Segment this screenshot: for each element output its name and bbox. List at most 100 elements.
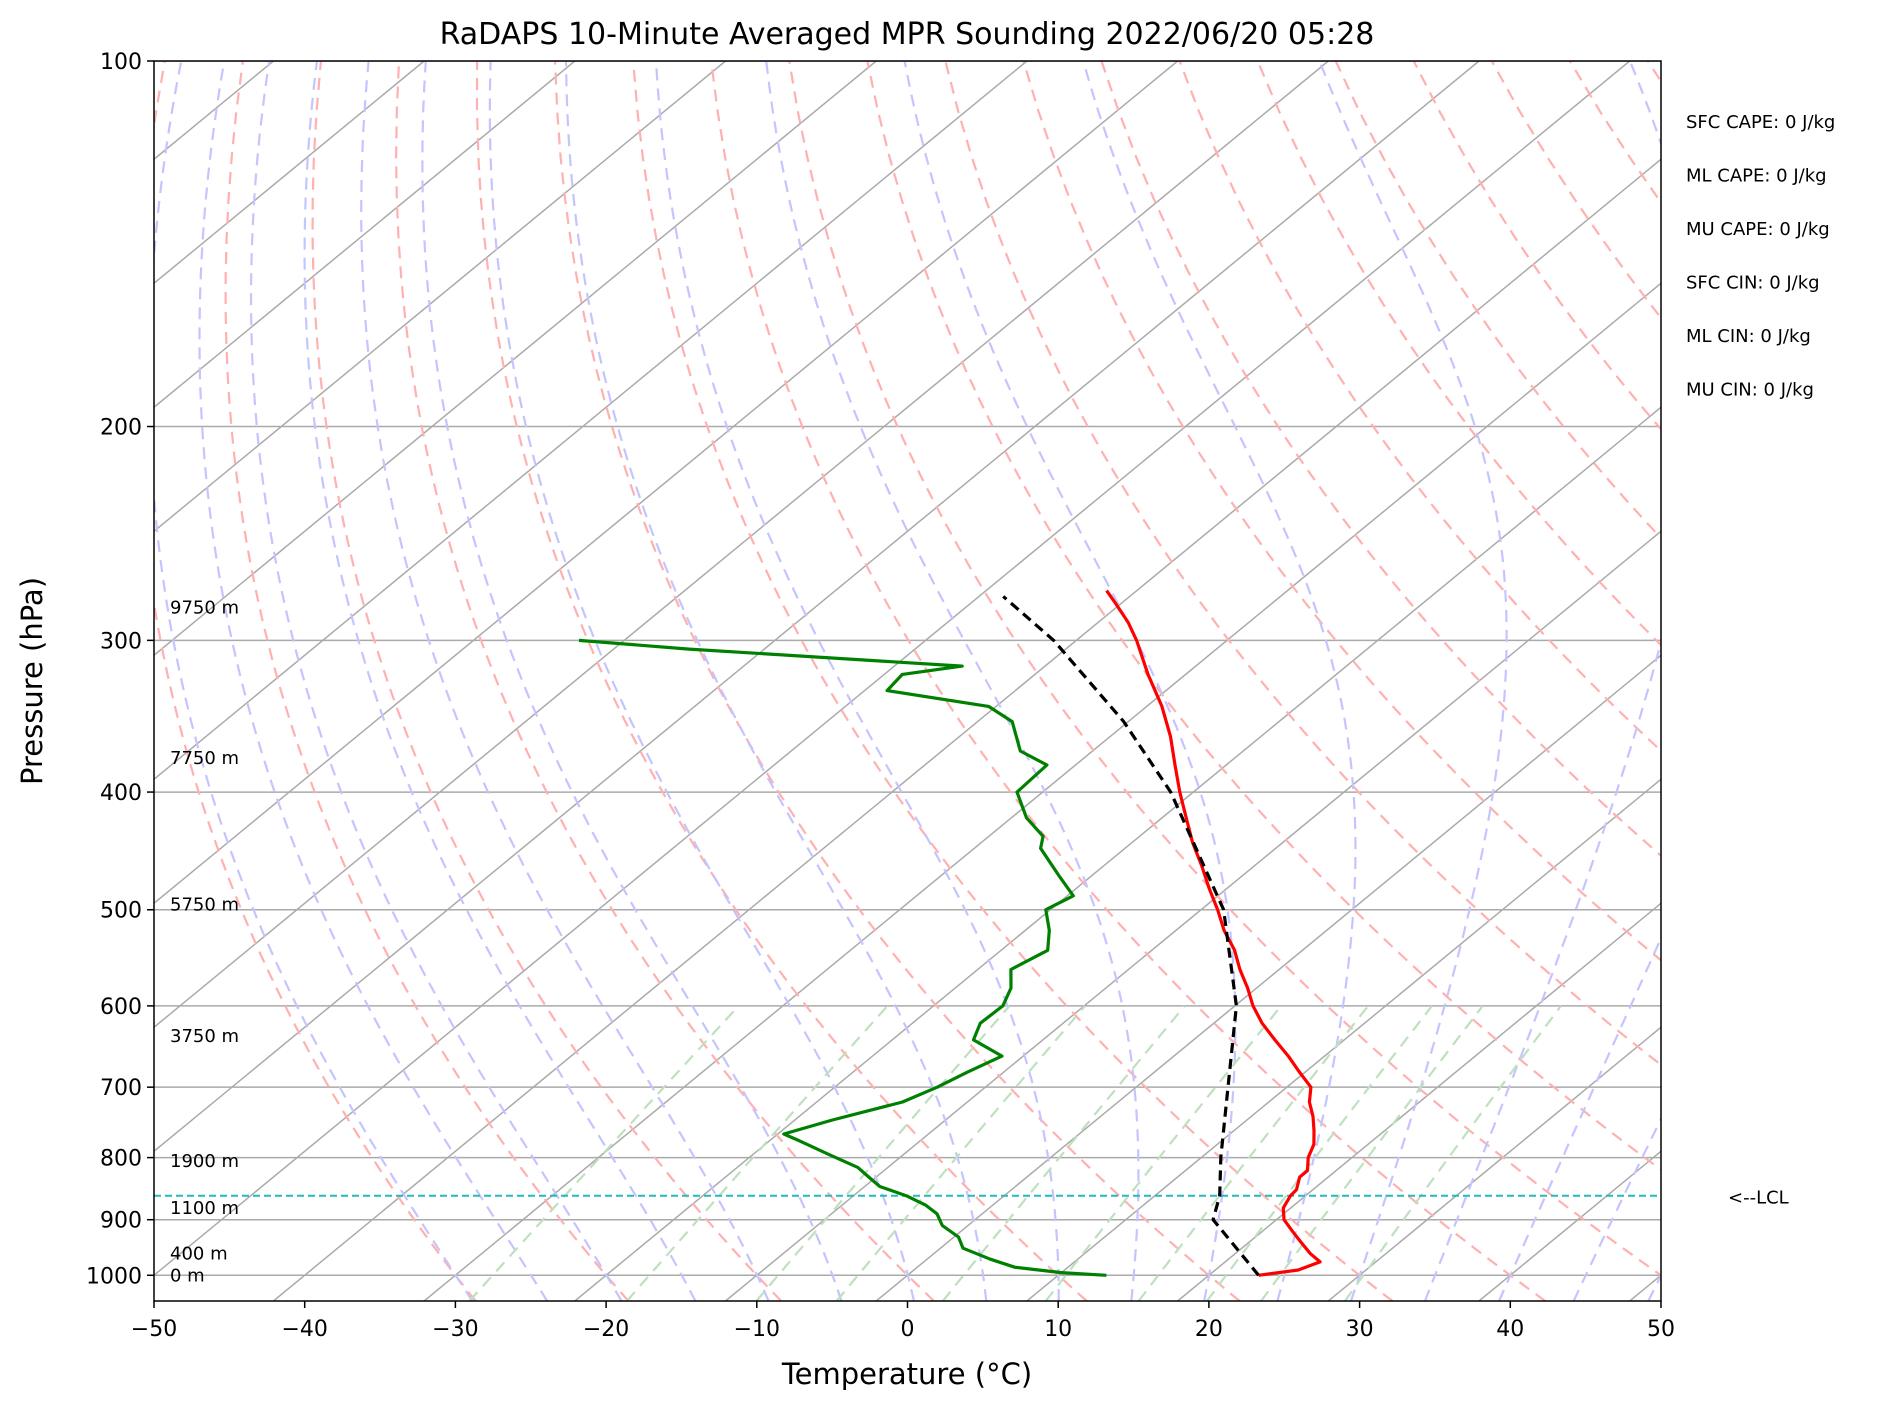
sounding-lines <box>154 589 1661 1277</box>
x-tick-label: 10 <box>1044 1317 1072 1342</box>
isotherm-line <box>1026 778 1661 1301</box>
isotherm-line <box>154 61 1028 781</box>
stability-indices: SFC CAPE: 0 J/kg ML CAPE: 0 J/kg MU CAPE: … <box>1686 112 1835 401</box>
dry-adiabat-line <box>944 61 1661 1067</box>
moist-adiabat-line <box>564 61 988 1301</box>
moist-adiabat-line <box>1498 935 1661 1301</box>
height-label: 400 m <box>170 1244 228 1265</box>
moist-adiabat-line <box>1647 1272 1661 1301</box>
x-tick-label: −30 <box>432 1317 478 1342</box>
moist-adiabat-line <box>1082 61 1357 1301</box>
dry-adiabat-line <box>1412 61 1661 431</box>
moist-adiabat-line <box>303 61 697 1301</box>
height-label: 7750 m <box>170 748 239 769</box>
dry-adiabat-line <box>866 61 1661 1172</box>
isotherm-line <box>1327 1026 1661 1301</box>
y-tick-label: 700 <box>100 1076 142 1101</box>
dry-adiabat-line <box>1490 61 1661 320</box>
mixing-ratio-line <box>755 1005 1011 1301</box>
mixing-ratio-line <box>835 1005 1086 1301</box>
x-tick-label: 20 <box>1195 1317 1223 1342</box>
dry-adiabat-line <box>554 61 1241 1301</box>
moist-adiabat-line <box>654 61 1060 1301</box>
isotherm-line <box>154 61 425 285</box>
isotherm-line <box>154 61 1480 1153</box>
y-tick-label: 500 <box>100 899 142 924</box>
dry-adiabat-line <box>394 61 935 1301</box>
chart-title: RaDAPS 10-Minute Averaged MPR Sounding 2… <box>440 17 1375 52</box>
height-label: 3750 m <box>170 1026 239 1047</box>
mixing-ratio-line <box>468 1005 740 1301</box>
dry-adiabat-line <box>710 61 1546 1301</box>
y-tick-label: 900 <box>100 1209 142 1234</box>
y-tick-label: 800 <box>100 1147 142 1172</box>
dry-adiabat-line <box>1726 61 1882 1301</box>
isotherm-line <box>1177 902 1661 1301</box>
dry-adiabat-line <box>154 61 477 1301</box>
x-tick-label: −50 <box>131 1317 177 1342</box>
moist-adiabat-line <box>198 61 549 1301</box>
y-axis: 1000 900 800 700 600 500 400 300 200 100 <box>86 50 154 1289</box>
dry-adiabat-line <box>1100 61 1661 858</box>
isotherm-line <box>574 406 1661 1301</box>
stability-index-label: ML CIN: 0 J/kg <box>1686 326 1811 347</box>
isotherm-line <box>154 61 576 409</box>
mixing-ratio-line <box>1344 1005 1562 1301</box>
dry-adiabat-line <box>788 61 1661 1277</box>
parcel-line <box>1002 595 1260 1277</box>
dry-adiabat-line <box>1804 61 1882 1301</box>
x-tick-label: 40 <box>1496 1317 1524 1342</box>
mixing-ratio-line <box>941 1005 1186 1301</box>
moist-adiabat-line <box>1572 1116 1661 1301</box>
dry-adiabat-line <box>1646 61 1661 84</box>
moist-adiabat-line <box>249 61 623 1301</box>
temperature-line <box>1105 589 1322 1277</box>
dry-adiabat-line <box>1568 61 1661 205</box>
lcl-label: <--LCL <box>1728 1188 1789 1209</box>
moist-adiabat-line <box>903 61 1237 1301</box>
dry-adiabat-line <box>632 61 1394 1301</box>
x-tick-label: −20 <box>583 1317 629 1342</box>
dry-adiabat-line <box>311 61 782 1301</box>
y-axis-label: Pressure (hPa) <box>15 577 49 785</box>
moist-adiabat-line <box>154 61 474 1301</box>
moist-adiabat-line <box>765 61 1140 1301</box>
isotherm-line <box>154 61 727 533</box>
dry-adiabat-line <box>1256 61 1661 647</box>
dry-adiabat-line <box>224 61 630 1301</box>
isotherm-line <box>875 654 1661 1301</box>
stability-index-label: SFC CIN: 0 J/kg <box>1686 273 1820 294</box>
x-tick-label: −40 <box>281 1317 327 1342</box>
isotherm-line <box>1478 1150 1661 1301</box>
moist-adiabat-line <box>421 61 843 1301</box>
isotherm-line <box>154 61 1179 905</box>
height-label: 1900 m <box>170 1151 239 1172</box>
dry-adiabat-line <box>1178 61 1661 753</box>
dewpoint-line <box>578 638 1107 1277</box>
stability-index-label: SFC CAPE: 0 J/kg <box>1686 112 1835 133</box>
isotherm-line <box>272 158 1661 1301</box>
dry-adiabat-line <box>475 61 1088 1301</box>
stability-index-label: ML CAPE: 0 J/kg <box>1686 166 1827 187</box>
moist-adiabat-line <box>360 61 770 1301</box>
mixing-ratio-line <box>1044 1005 1283 1301</box>
mixing-ratio-line <box>626 1005 889 1301</box>
mixing-ratio-line <box>1206 1005 1433 1301</box>
isotherm-line <box>423 282 1661 1301</box>
x-tick-label: 0 <box>901 1317 915 1342</box>
isotherm-line <box>154 61 1631 1277</box>
y-tick-label: 600 <box>100 995 142 1020</box>
x-tick-label: −10 <box>734 1317 780 1342</box>
y-tick-label: 200 <box>100 416 142 441</box>
isotherm-line <box>154 61 877 657</box>
y-tick-label: 300 <box>100 629 142 654</box>
y-tick-label: 400 <box>100 781 142 806</box>
moist-adiabat-line <box>1318 61 1508 1301</box>
moist-adiabat-line <box>488 61 915 1301</box>
isotherm-line <box>154 61 1329 1029</box>
y-tick-label: 100 <box>100 50 142 75</box>
isotherm-line <box>1629 1274 1661 1301</box>
height-label: 1100 m <box>170 1198 239 1219</box>
